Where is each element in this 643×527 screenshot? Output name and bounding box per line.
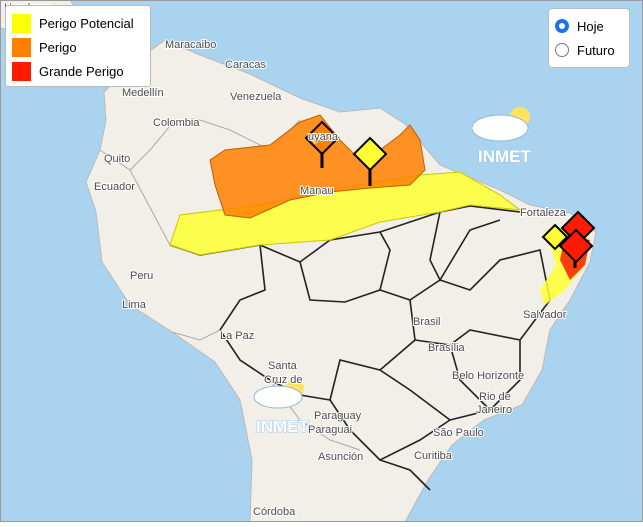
legend-item: Perigo: [12, 35, 150, 59]
place-label: Córdoba: [253, 506, 296, 518]
legend-swatch: [12, 13, 31, 33]
place-label: Brasil: [413, 316, 441, 328]
place-label: Manau: [300, 185, 334, 197]
place-label: Venezuela: [230, 91, 282, 103]
radio-button[interactable]: [555, 43, 569, 57]
legend-item: Grande Perigo: [12, 59, 150, 83]
legend-label: Perigo Potencial: [39, 15, 134, 31]
place-label: La Paz: [220, 330, 254, 342]
place-label: Salvador: [523, 309, 567, 321]
place-label: Cruz de: [264, 374, 303, 386]
legend-swatch: [12, 61, 31, 81]
warning-icons: [304, 120, 596, 268]
legend-label: Grande Perigo: [39, 63, 124, 79]
radio-label[interactable]: Hoje: [577, 18, 604, 34]
place-label: Janeiro: [476, 404, 512, 416]
legend: Perigo Potencial Perigo Grande Perigo: [5, 5, 151, 87]
watermark: INMET: [478, 147, 532, 166]
view-toggle: Hoje Futuro: [548, 8, 630, 68]
place-label: Paraguay: [314, 410, 362, 422]
place-label: Belo Horizonte: [452, 370, 524, 382]
place-label: Rio de: [479, 391, 511, 403]
place-label: Brasília: [428, 342, 466, 354]
radio-label[interactable]: Futuro: [577, 42, 615, 58]
place-label: Maracaibo: [165, 39, 216, 51]
place-label: Medellín: [122, 87, 164, 99]
place-label: Curitiba: [414, 450, 453, 462]
place-label: Caracas: [225, 59, 266, 71]
place-label: Paraguai: [308, 424, 352, 436]
radio-button[interactable]: [555, 19, 569, 33]
legend-label: Perigo: [39, 39, 77, 55]
place-label: Colombia: [153, 117, 200, 129]
place-label: São Paulo: [433, 427, 484, 439]
place-label: Santa: [268, 360, 298, 372]
radio-option[interactable]: Futuro: [555, 38, 623, 62]
place-label: Fortaleza: [520, 207, 567, 219]
legend-item: Perigo Potencial: [12, 11, 150, 35]
alert-area-danger: [209, 114, 426, 219]
watermark: INMET: [256, 417, 310, 436]
place-label: Ecuador: [94, 181, 135, 193]
place-label: Asunción: [318, 451, 363, 463]
place-label: uyana: [308, 131, 339, 143]
borders: [169, 205, 551, 491]
place-label: Lima: [122, 299, 147, 311]
logo-icon: [253, 107, 530, 409]
place-label: Peru: [130, 270, 153, 282]
place-label: Quito: [104, 153, 130, 165]
legend-swatch: [12, 37, 31, 57]
radio-option[interactable]: Hoje: [555, 14, 623, 38]
